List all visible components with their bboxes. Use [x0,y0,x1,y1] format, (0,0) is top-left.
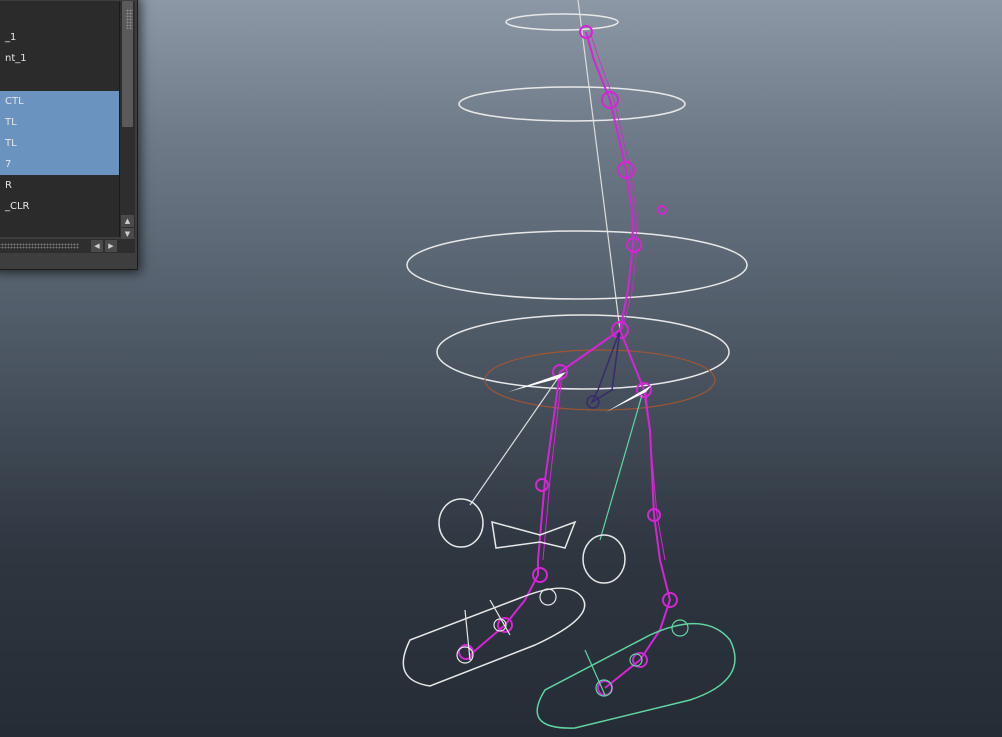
outliner-item[interactable]: R [5,180,12,191]
outliner-item-selected[interactable]: TL [0,133,119,154]
outliner-item-selected[interactable]: CTL [0,91,119,112]
left-knee-pole-line [469,377,559,506]
spine-offset-locator[interactable] [657,205,667,215]
pelvis-ring-control[interactable] [484,349,716,411]
scroll-down-arrow-icon[interactable]: ▼ [121,228,134,240]
left-knee-pole-control[interactable] [438,498,484,548]
outliner-panel[interactable]: _1 nt_1 CTL TL TL 7 R _CLR ▲ ▼ ◀ ▶ [0,0,138,270]
spine-joint-chain[interactable] [579,25,667,339]
outliner-scroll-thumb[interactable] [122,1,133,127]
right-knee-pole-line [599,394,643,541]
left-foot-reverse-rig[interactable] [456,588,557,664]
right-leg-joint-chain[interactable] [597,329,678,696]
left-leg-joint-chain[interactable] [458,329,621,660]
right-knee-pole-control[interactable] [582,534,626,584]
outliner-horizontal-scrollbar[interactable]: ◀ ▶ [0,239,135,253]
right-foot-reverse-rig[interactable] [584,619,689,697]
scroll-left-arrow-icon[interactable]: ◀ [91,240,103,252]
outliner-item[interactable] [0,69,119,90]
right-hip-cone-control[interactable] [606,385,652,412]
outliner-item-selected[interactable]: 7 [0,154,119,175]
outliner-item[interactable]: _CLR [5,201,30,212]
outliner-hscroll-track[interactable] [0,243,79,249]
outliner-vertical-scrollbar[interactable]: ▲ ▼ [120,1,135,240]
scroll-up-arrow-icon[interactable]: ▲ [121,215,134,227]
scroll-right-arrow-icon[interactable]: ▶ [105,240,117,252]
outliner-item[interactable]: nt_1 [5,53,27,64]
waist-control[interactable] [406,230,748,300]
right-foot-control[interactable] [536,623,736,729]
outliner-item[interactable]: _1 [5,32,17,43]
hip-control[interactable] [436,314,730,390]
chest-control[interactable] [458,86,686,122]
outliner-item-selected[interactable]: TL [0,112,119,133]
grip-icon [126,9,133,29]
left-hip-cone-control[interactable] [508,372,566,392]
pelvis-joint-cluster[interactable] [586,329,621,409]
knee-bowtie-control[interactable] [491,520,577,549]
outliner-list[interactable]: _1 nt_1 CTL TL TL 7 R _CLR [0,1,120,237]
head-control[interactable] [505,13,619,31]
left-foot-control[interactable] [402,587,586,687]
spine-guide-line [577,0,621,331]
